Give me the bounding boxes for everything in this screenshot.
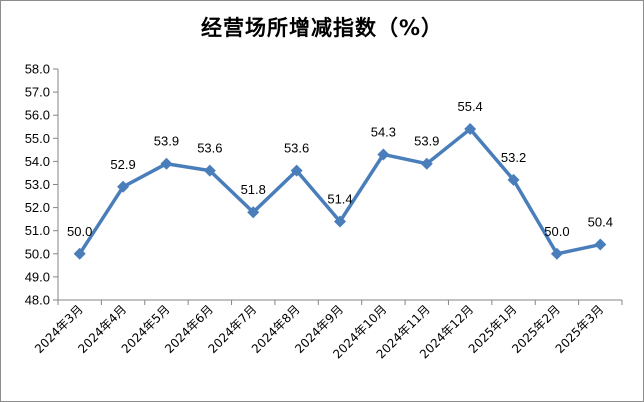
- y-tick-label: 51.0: [25, 223, 50, 238]
- y-tick-label: 57.0: [25, 85, 50, 100]
- y-tick-label: 53.0: [25, 177, 50, 192]
- data-label: 51.4: [327, 191, 352, 206]
- data-label: 54.3: [371, 124, 396, 139]
- y-tick-label: 54.0: [25, 154, 50, 169]
- data-label: 52.9: [110, 157, 135, 172]
- data-label: 55.4: [457, 99, 482, 114]
- data-point-marker: [334, 215, 346, 228]
- data-point-marker: [117, 180, 130, 193]
- y-tick-label: 56.0: [25, 108, 50, 123]
- y-tick-label: 58.0: [25, 62, 50, 77]
- data-point-marker: [464, 123, 477, 136]
- data-label: 53.6: [284, 141, 309, 156]
- data-point-marker: [507, 173, 520, 186]
- data-point-marker: [594, 238, 607, 251]
- data-point-marker: [247, 206, 260, 219]
- y-tick-label: 52.0: [25, 200, 50, 215]
- data-label: 53.2: [501, 150, 526, 165]
- data-point-marker: [420, 157, 433, 170]
- chart-title: 经营场所增减指数（%）: [200, 16, 444, 40]
- data-point-marker: [73, 247, 86, 260]
- y-tick-label: 55.0: [25, 131, 50, 146]
- y-tick-label: 48.0: [25, 293, 50, 308]
- data-label: 50.0: [67, 224, 92, 239]
- data-label: 50.0: [544, 224, 569, 239]
- data-point-marker: [377, 148, 390, 161]
- data-label: 53.9: [154, 134, 179, 149]
- data-label: 51.8: [241, 182, 266, 197]
- data-point-marker: [550, 247, 563, 260]
- data-point-marker: [160, 157, 173, 170]
- data-label: 50.4: [588, 215, 613, 230]
- data-label: 53.6: [197, 141, 222, 156]
- data-label: 53.9: [414, 134, 439, 149]
- data-point-marker: [203, 164, 216, 177]
- y-tick-label: 50.0: [25, 246, 50, 261]
- y-tick-label: 49.0: [25, 269, 50, 284]
- data-point-marker: [290, 164, 303, 177]
